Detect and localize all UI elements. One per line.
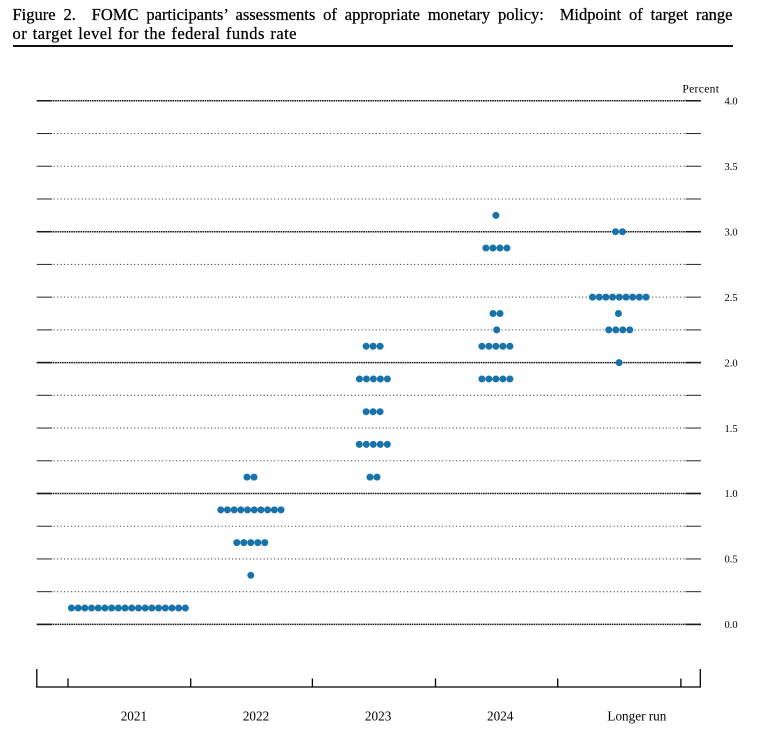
svg-text:Longer run: Longer run <box>607 708 666 723</box>
svg-text:3.5: 3.5 <box>725 162 738 173</box>
svg-text:2.0: 2.0 <box>725 358 738 369</box>
svg-text:2024: 2024 <box>487 708 514 723</box>
svg-text:2022: 2022 <box>243 708 269 723</box>
svg-text:0.0: 0.0 <box>725 620 738 631</box>
svg-text:2.5: 2.5 <box>725 293 738 304</box>
svg-text:3.0: 3.0 <box>725 227 738 238</box>
svg-text:4.0: 4.0 <box>725 97 738 108</box>
svg-text:2023: 2023 <box>365 708 392 723</box>
svg-text:Percent: Percent <box>682 84 719 96</box>
svg-text:1.0: 1.0 <box>725 489 738 500</box>
svg-text:2021: 2021 <box>121 708 147 723</box>
svg-text:1.5: 1.5 <box>725 424 738 435</box>
svg-text:0.5: 0.5 <box>725 555 738 566</box>
